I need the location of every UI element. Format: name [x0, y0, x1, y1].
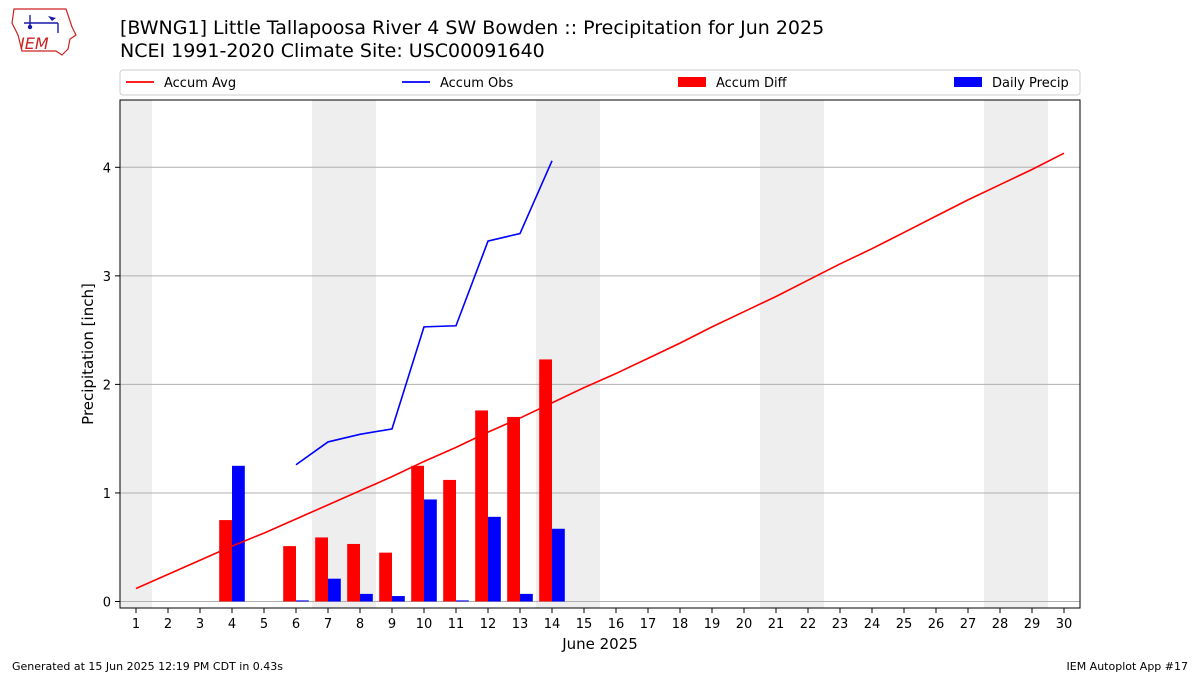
- accum-diff-bar: [379, 552, 392, 602]
- weekend-shade: [1016, 100, 1048, 608]
- x-tick-label: 9: [388, 617, 396, 632]
- x-tick-label: 16: [608, 617, 625, 632]
- legend-label: Accum Diff: [716, 76, 788, 91]
- y-tick-label: 1: [103, 487, 111, 502]
- accum-diff-bar: [539, 359, 552, 602]
- legend: Accum Avg Accum Obs Accum Diff Daily Precip: [119, 69, 1081, 96]
- accum-diff-bar: [315, 537, 328, 602]
- x-tick-label: 24: [864, 617, 881, 632]
- y-axis-label: Precipitation [inch]: [79, 283, 97, 425]
- x-tick-label: 13: [512, 617, 529, 632]
- weekend-shade: [984, 100, 1016, 608]
- x-tick-label: 29: [1024, 617, 1041, 632]
- chart-title: [BWNG1] Little Tallapoosa River 4 SW Bow…: [120, 17, 825, 39]
- accum-diff-bar: [507, 416, 520, 602]
- x-tick-label: 10: [416, 617, 433, 632]
- legend-label: Accum Obs: [440, 76, 513, 91]
- daily-precip-bar: [552, 528, 565, 602]
- accum-diff-bar: [283, 546, 296, 602]
- y-tick-label: 3: [103, 270, 111, 285]
- daily-precip-bar: [520, 593, 533, 602]
- x-tick-label: 5: [260, 617, 268, 632]
- x-tick-label: 19: [704, 617, 721, 632]
- accum-diff-bar: [347, 543, 360, 602]
- weekend-shade: [568, 100, 600, 608]
- iem-logo: IEM: [8, 5, 80, 63]
- x-tick-label: 26: [928, 617, 945, 632]
- y-tick-label: 2: [103, 378, 111, 393]
- x-tick-label: 2: [164, 617, 172, 632]
- weekend-shade: [344, 100, 376, 608]
- accum-diff-bar: [411, 465, 424, 602]
- x-tick-label: 12: [480, 617, 497, 632]
- weekend-shade: [792, 100, 824, 608]
- chart-subtitle: NCEI 1991-2020 Climate Site: USC00091640: [120, 40, 545, 62]
- x-tick-label: 21: [768, 617, 785, 632]
- x-tick-label: 4: [228, 617, 236, 632]
- x-tick-label: 28: [992, 617, 1009, 632]
- daily-precip-bar: [488, 516, 501, 602]
- daily-precip-bar: [392, 596, 405, 602]
- legend-swatch-bar: [678, 77, 706, 87]
- x-tick-label: 23: [832, 617, 849, 632]
- x-tick-label: 11: [448, 617, 465, 632]
- x-axis-label: June 2025: [561, 635, 638, 653]
- accum-diff-bar: [219, 520, 232, 602]
- legend-box: [119, 69, 1081, 96]
- daily-precip-bar: [424, 499, 437, 602]
- daily-precip-bar: [360, 593, 373, 602]
- x-tick-label: 1: [132, 617, 140, 632]
- y-tick-label: 0: [103, 595, 111, 610]
- legend-label: Daily Precip: [992, 76, 1069, 91]
- x-tick-label: 3: [196, 617, 204, 632]
- x-tick-label: 18: [672, 617, 689, 632]
- accum-obs-line: [295, 160, 553, 466]
- x-tick-label: 20: [736, 617, 753, 632]
- x-tick-label: 25: [896, 617, 913, 632]
- x-tick-label: 30: [1056, 617, 1073, 632]
- x-tick-label: 27: [960, 617, 977, 632]
- logo-text: IEM: [20, 34, 49, 53]
- weekend-shade: [120, 100, 152, 608]
- x-tick-label: 6: [292, 617, 300, 632]
- axes-frame: [119, 99, 1081, 609]
- daily-precip-bar: [296, 600, 309, 602]
- x-tick-label: 17: [640, 617, 657, 632]
- x-tick-label: 7: [324, 617, 332, 632]
- weekend-shade: [312, 100, 344, 608]
- x-tick-label: 22: [800, 617, 817, 632]
- accum-diff-bar: [443, 479, 456, 602]
- x-tick-label: 8: [356, 617, 364, 632]
- app-label: IEM Autoplot App #17: [1066, 660, 1189, 673]
- x-tick-label: 14: [544, 617, 561, 632]
- x-tick-label: 15: [576, 617, 593, 632]
- y-tick-label: 4: [103, 161, 111, 176]
- legend-label: Accum Avg: [164, 76, 236, 91]
- generated-timestamp: Generated at 15 Jun 2025 12:19 PM CDT in…: [12, 660, 284, 673]
- daily-precip-bar: [328, 578, 341, 602]
- accum-diff-bar: [475, 410, 488, 602]
- daily-precip-bar: [232, 465, 245, 602]
- weekend-shade: [760, 100, 792, 608]
- daily-precip-bar: [456, 600, 469, 602]
- legend-swatch-bar: [954, 77, 982, 87]
- accum-avg-line: [135, 152, 1065, 590]
